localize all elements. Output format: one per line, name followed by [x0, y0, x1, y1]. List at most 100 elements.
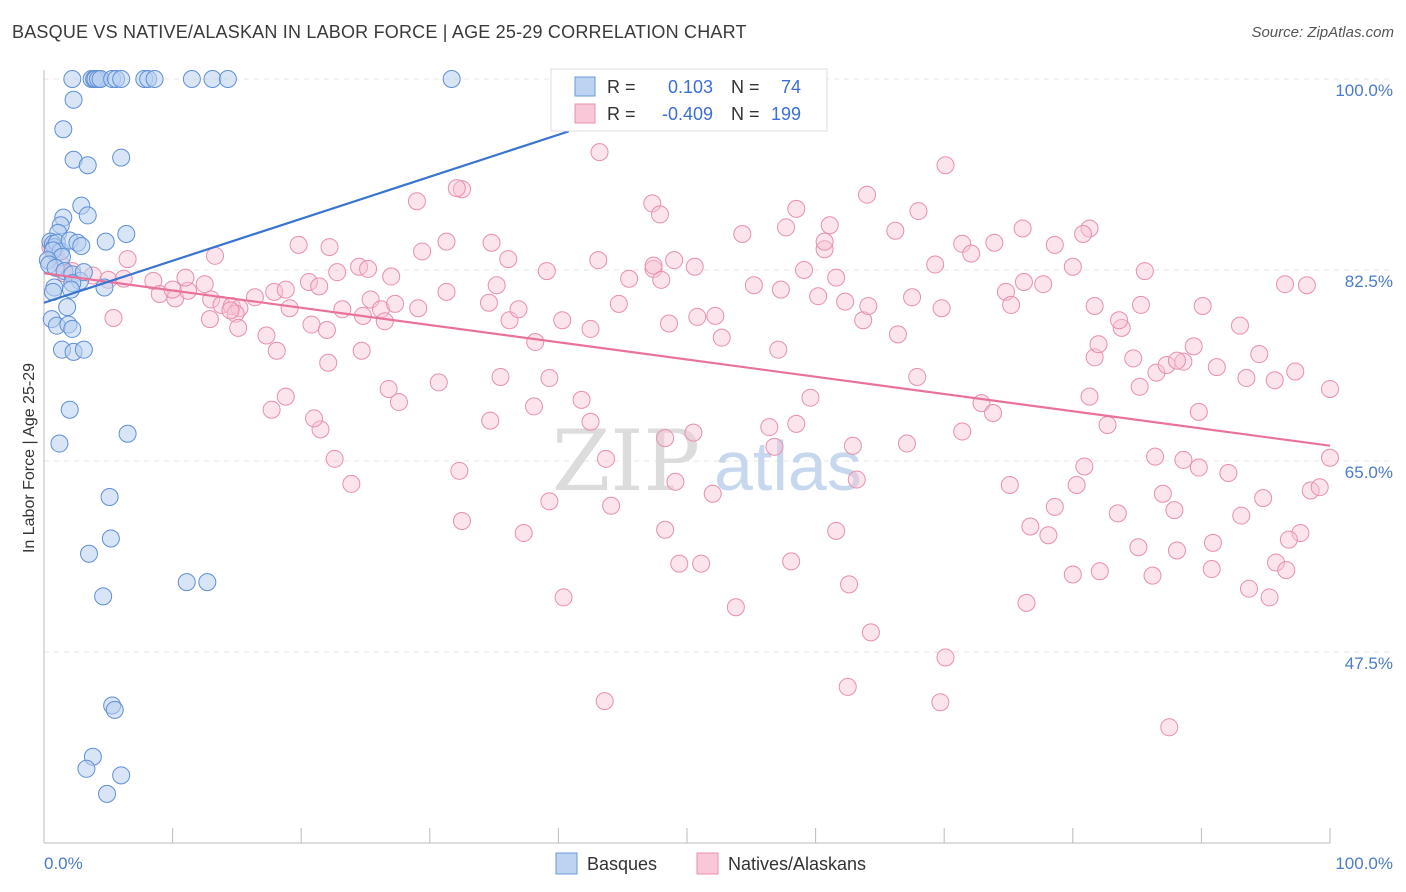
natives-point [409, 299, 428, 318]
natives-point [1039, 526, 1058, 545]
legend-top: R = 0.103 N = 74 R = -0.409 N = 199 [550, 68, 828, 132]
natives-point [104, 309, 123, 328]
x-tick-label: 0.0% [44, 854, 83, 873]
natives-point [1146, 447, 1165, 466]
natives-point [1160, 718, 1179, 737]
y-tick-label: 65.0% [1345, 463, 1393, 482]
natives-point [413, 242, 432, 261]
natives-point [379, 379, 398, 398]
natives-point [1193, 297, 1212, 316]
basques-point [62, 280, 81, 299]
natives-point [1157, 355, 1176, 374]
y-tick-label: 100.0% [1335, 81, 1393, 100]
basques-point [117, 224, 136, 243]
basques-trend-line [43, 130, 570, 304]
natives-point [962, 244, 981, 263]
natives-point [524, 397, 543, 416]
natives-point [840, 575, 859, 594]
basques-point [182, 70, 201, 88]
natives-point [771, 280, 790, 299]
natives-point [342, 474, 361, 493]
natives-point [1129, 538, 1148, 557]
natives-point [491, 367, 510, 386]
basques-point [78, 206, 97, 225]
natives-point [1254, 489, 1273, 508]
natives-point [1098, 415, 1117, 434]
natives-point [596, 449, 615, 468]
natives-point [280, 299, 299, 318]
natives-point [1124, 349, 1143, 368]
basques-point [74, 340, 93, 359]
natives-point [843, 436, 862, 455]
natives-point [953, 422, 972, 441]
natives-point [437, 282, 456, 301]
natives-point [319, 353, 338, 372]
natives-point [482, 233, 501, 252]
natives-point [1034, 275, 1053, 294]
legend-n-label-natives: N = [731, 104, 760, 124]
natives-point [581, 319, 600, 338]
basques-point [101, 529, 120, 548]
natives-point [733, 224, 752, 243]
natives-point [1000, 476, 1019, 495]
natives-point [1167, 351, 1186, 370]
natives-point [897, 434, 916, 453]
natives-point [665, 251, 684, 270]
basques-points [38, 70, 461, 803]
natives-point [703, 484, 722, 503]
natives-point [1075, 457, 1094, 476]
natives-point [537, 262, 556, 281]
natives-trend-line [43, 272, 1331, 447]
natives-point [553, 311, 572, 330]
natives-point [499, 250, 518, 269]
natives-point [554, 588, 573, 607]
natives-point [118, 250, 137, 269]
natives-point [1250, 345, 1269, 364]
natives-point [1239, 579, 1258, 598]
natives-point [903, 288, 922, 307]
natives-point [262, 400, 281, 419]
natives-point [926, 255, 945, 274]
natives-point [666, 472, 685, 491]
basques-point [64, 90, 83, 109]
legend-r-value-natives: -0.409 [662, 104, 713, 124]
natives-point [888, 325, 907, 344]
natives-point [540, 492, 559, 511]
natives-point [985, 233, 1004, 252]
basques-point [112, 70, 131, 88]
basques-point [198, 573, 217, 592]
natives-point [1130, 377, 1149, 396]
natives-point [1266, 553, 1285, 572]
natives-point [389, 393, 408, 412]
natives-point [659, 314, 678, 333]
legend-swatch-natives [574, 103, 596, 124]
natives-point [276, 387, 295, 406]
natives-point [1321, 448, 1339, 467]
natives-point [1131, 295, 1150, 314]
watermark-atlas: atlas [714, 427, 862, 505]
basques-point [118, 424, 137, 443]
basques-point [145, 70, 164, 88]
natives-point [620, 269, 639, 288]
natives-point [1232, 506, 1251, 525]
basques-point [177, 573, 196, 592]
natives-point [815, 232, 834, 251]
natives-point [589, 251, 608, 270]
natives-point [1063, 257, 1082, 276]
basques-point [54, 120, 73, 139]
natives-point [452, 512, 471, 531]
basques-point [112, 766, 131, 785]
natives-point [350, 257, 369, 276]
natives-point [333, 300, 352, 319]
legend-r-label-basques: R = [607, 77, 636, 97]
natives-point [1174, 450, 1193, 469]
natives-point [310, 277, 329, 296]
natives-point [200, 310, 219, 329]
natives-point [685, 257, 704, 276]
natives-point [931, 693, 950, 712]
x-tick-label: 100.0% [1335, 854, 1393, 873]
natives-point [760, 418, 779, 437]
natives-point [909, 202, 928, 221]
natives-point [1021, 517, 1040, 536]
